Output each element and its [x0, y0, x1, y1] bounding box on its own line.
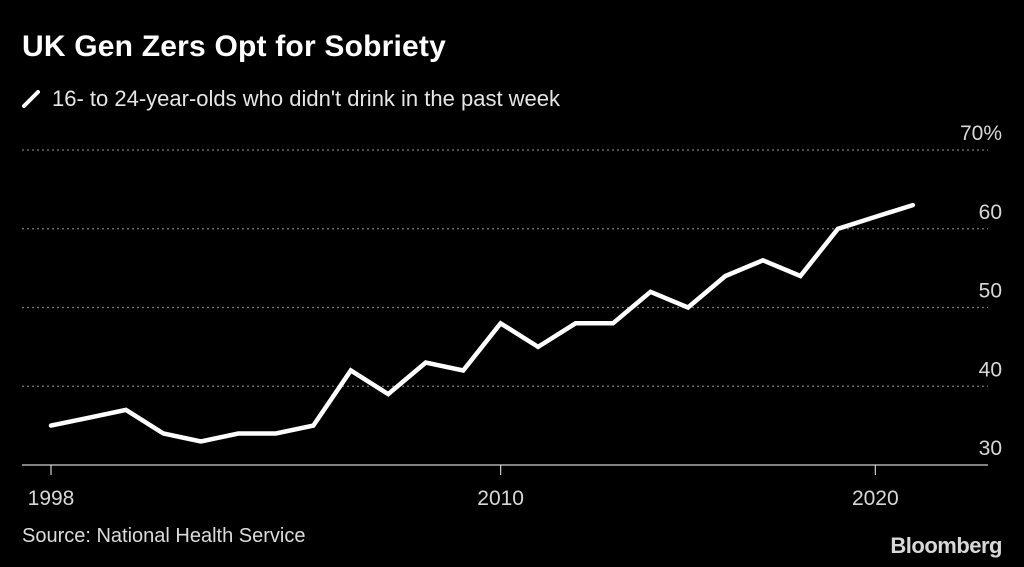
series-line: [48, 202, 916, 444]
legend-label: 16- to 24-year-olds who didn't drink in …: [52, 86, 561, 111]
bloomberg-logo: Bloomberg: [890, 533, 1002, 558]
x-tick-label: 2020: [852, 487, 899, 510]
source-note: Source: National Health Service: [22, 525, 306, 547]
y-tick-label: 40: [979, 358, 1002, 381]
legend: 16- to 24-year-olds who didn't drink in …: [22, 86, 560, 112]
x-tick-label: 2010: [477, 487, 524, 510]
legend-line-icon: [22, 90, 40, 108]
y-tick-label: 50: [979, 280, 1002, 303]
y-tick-label: 60: [979, 201, 1002, 224]
y-tick-label: 30: [979, 437, 1002, 460]
x-tick-label: 1998: [28, 487, 75, 510]
chart-title: UK Gen Zers Opt for Sobriety: [22, 30, 446, 63]
y-tick-label: 70%: [960, 122, 1002, 145]
